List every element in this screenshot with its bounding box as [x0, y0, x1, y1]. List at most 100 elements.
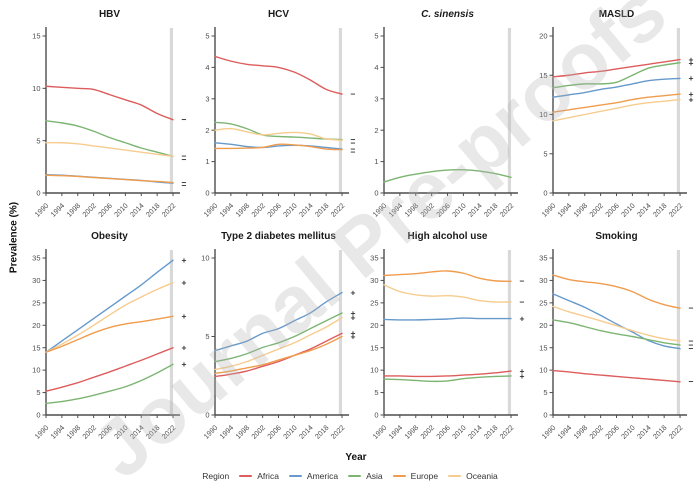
- svg-text:2018: 2018: [313, 201, 331, 219]
- svg-text:35: 35: [32, 254, 40, 263]
- svg-text:35: 35: [370, 254, 378, 263]
- svg-text:2002: 2002: [418, 201, 436, 219]
- svg-text:0: 0: [374, 189, 378, 198]
- panel-title-hcv: HCV: [267, 9, 290, 20]
- svg-text:25: 25: [32, 298, 40, 307]
- svg-text:2002: 2002: [80, 201, 98, 219]
- svg-text:−: −: [182, 115, 187, 125]
- svg-text:+: +: [689, 89, 694, 99]
- panel-t2dm: Type 2 diabetes mellitus 0 5 10 1990 1994 199…: [187, 228, 356, 450]
- svg-text:−: −: [689, 377, 694, 387]
- panel-c-sinensis: C. sinensis 0 1 2 3 4 5 1990 1994 1998 2002 2006 20…: [356, 6, 525, 228]
- legend-item-africa: Africa: [239, 471, 279, 481]
- svg-text:30: 30: [539, 276, 547, 285]
- svg-text:2002: 2002: [249, 201, 267, 219]
- panel-title-alcohol: High alcohol use: [407, 231, 488, 242]
- legend-swatch-america: [288, 474, 302, 478]
- svg-text:−: −: [689, 303, 694, 313]
- legend-item-asia: Asia: [348, 471, 383, 481]
- chart-hbv: 0 5 10 15 1990199419982002200620102014201820…: [32, 27, 187, 219]
- svg-text:10: 10: [370, 366, 378, 375]
- svg-text:2002: 2002: [418, 423, 436, 441]
- svg-text:2010: 2010: [281, 423, 299, 441]
- svg-text:2014: 2014: [297, 423, 315, 441]
- svg-text:1998: 1998: [64, 201, 82, 219]
- svg-text:4: 4: [374, 63, 378, 72]
- svg-text:0: 0: [205, 411, 209, 420]
- legend-title: Region: [202, 471, 230, 481]
- svg-text:2022: 2022: [498, 201, 516, 219]
- svg-text:20: 20: [32, 321, 40, 330]
- svg-text:−: −: [182, 177, 187, 187]
- svg-text:1990: 1990: [202, 201, 220, 219]
- svg-text:2022: 2022: [160, 201, 178, 219]
- svg-text:+: +: [689, 54, 694, 64]
- svg-text:+: +: [351, 328, 356, 338]
- svg-text:2014: 2014: [128, 423, 146, 441]
- svg-text:3: 3: [374, 94, 378, 103]
- svg-text:2006: 2006: [265, 201, 283, 219]
- svg-text:10: 10: [32, 84, 40, 93]
- svg-text:1990: 1990: [202, 423, 220, 441]
- legend-swatch-oceania: [448, 474, 462, 478]
- svg-text:15: 15: [32, 343, 40, 352]
- svg-text:20: 20: [539, 32, 547, 41]
- svg-text:+: +: [182, 359, 187, 369]
- svg-text:1998: 1998: [571, 201, 589, 219]
- svg-text:2006: 2006: [96, 423, 114, 441]
- svg-text:−: −: [351, 134, 356, 144]
- svg-text:2014: 2014: [466, 423, 484, 441]
- svg-text:2022: 2022: [329, 423, 347, 441]
- svg-text:15: 15: [539, 343, 547, 352]
- svg-text:1990: 1990: [33, 201, 51, 219]
- svg-text:+: +: [351, 332, 356, 342]
- svg-text:2006: 2006: [265, 423, 283, 441]
- legend-label-oceania: Oceania: [466, 471, 498, 481]
- chart-t2dm: 0 5 10 199019941998200220062010201420182022…: [201, 249, 356, 441]
- legend-item-europe: Europe: [392, 471, 438, 481]
- panel-title-masld: MASLD: [598, 9, 635, 20]
- svg-text:2018: 2018: [482, 201, 500, 219]
- svg-text:+: +: [182, 277, 187, 287]
- svg-text:2014: 2014: [466, 201, 484, 219]
- svg-text:1990: 1990: [540, 201, 558, 219]
- svg-text:+: +: [520, 313, 525, 323]
- svg-text:2002: 2002: [587, 201, 605, 219]
- svg-text:2014: 2014: [297, 201, 315, 219]
- svg-text:20: 20: [539, 321, 547, 330]
- svg-text:2010: 2010: [619, 423, 637, 441]
- svg-text:1998: 1998: [571, 423, 589, 441]
- svg-text:5: 5: [36, 136, 40, 145]
- svg-text:30: 30: [32, 276, 40, 285]
- x-axis-label: Year: [345, 452, 367, 463]
- svg-text:1990: 1990: [371, 201, 389, 219]
- chart-obesity: 0510152025303519901994199820022006201020…: [32, 249, 187, 441]
- svg-text:15: 15: [370, 343, 378, 352]
- svg-text:2: 2: [374, 126, 378, 135]
- svg-text:+: +: [182, 311, 187, 321]
- chart-c-sinensis: 0 1 2 3 4 5 1990199419982002200620102014201820…: [371, 27, 518, 219]
- svg-text:1994: 1994: [218, 423, 236, 441]
- svg-text:2010: 2010: [112, 201, 130, 219]
- svg-text:2: 2: [205, 126, 209, 135]
- svg-text:1998: 1998: [64, 423, 82, 441]
- svg-text:1998: 1998: [402, 201, 420, 219]
- chart-alcohol: 0510152025303519901994199820022006201020…: [370, 249, 525, 441]
- svg-text:1990: 1990: [371, 423, 389, 441]
- svg-text:2006: 2006: [434, 201, 452, 219]
- panel-title-c-sinensis: C. sinensis: [421, 9, 474, 20]
- svg-text:2014: 2014: [128, 201, 146, 219]
- svg-text:−: −: [351, 144, 356, 154]
- svg-text:2010: 2010: [450, 423, 468, 441]
- svg-text:1994: 1994: [49, 423, 67, 441]
- svg-text:0: 0: [36, 189, 40, 198]
- svg-text:35: 35: [539, 254, 547, 263]
- legend-swatch-asia: [348, 474, 362, 478]
- svg-text:2018: 2018: [651, 423, 669, 441]
- svg-text:2010: 2010: [619, 201, 637, 219]
- svg-text:2010: 2010: [450, 201, 468, 219]
- svg-text:25: 25: [539, 298, 547, 307]
- svg-text:5: 5: [543, 149, 547, 158]
- svg-text:2006: 2006: [603, 201, 621, 219]
